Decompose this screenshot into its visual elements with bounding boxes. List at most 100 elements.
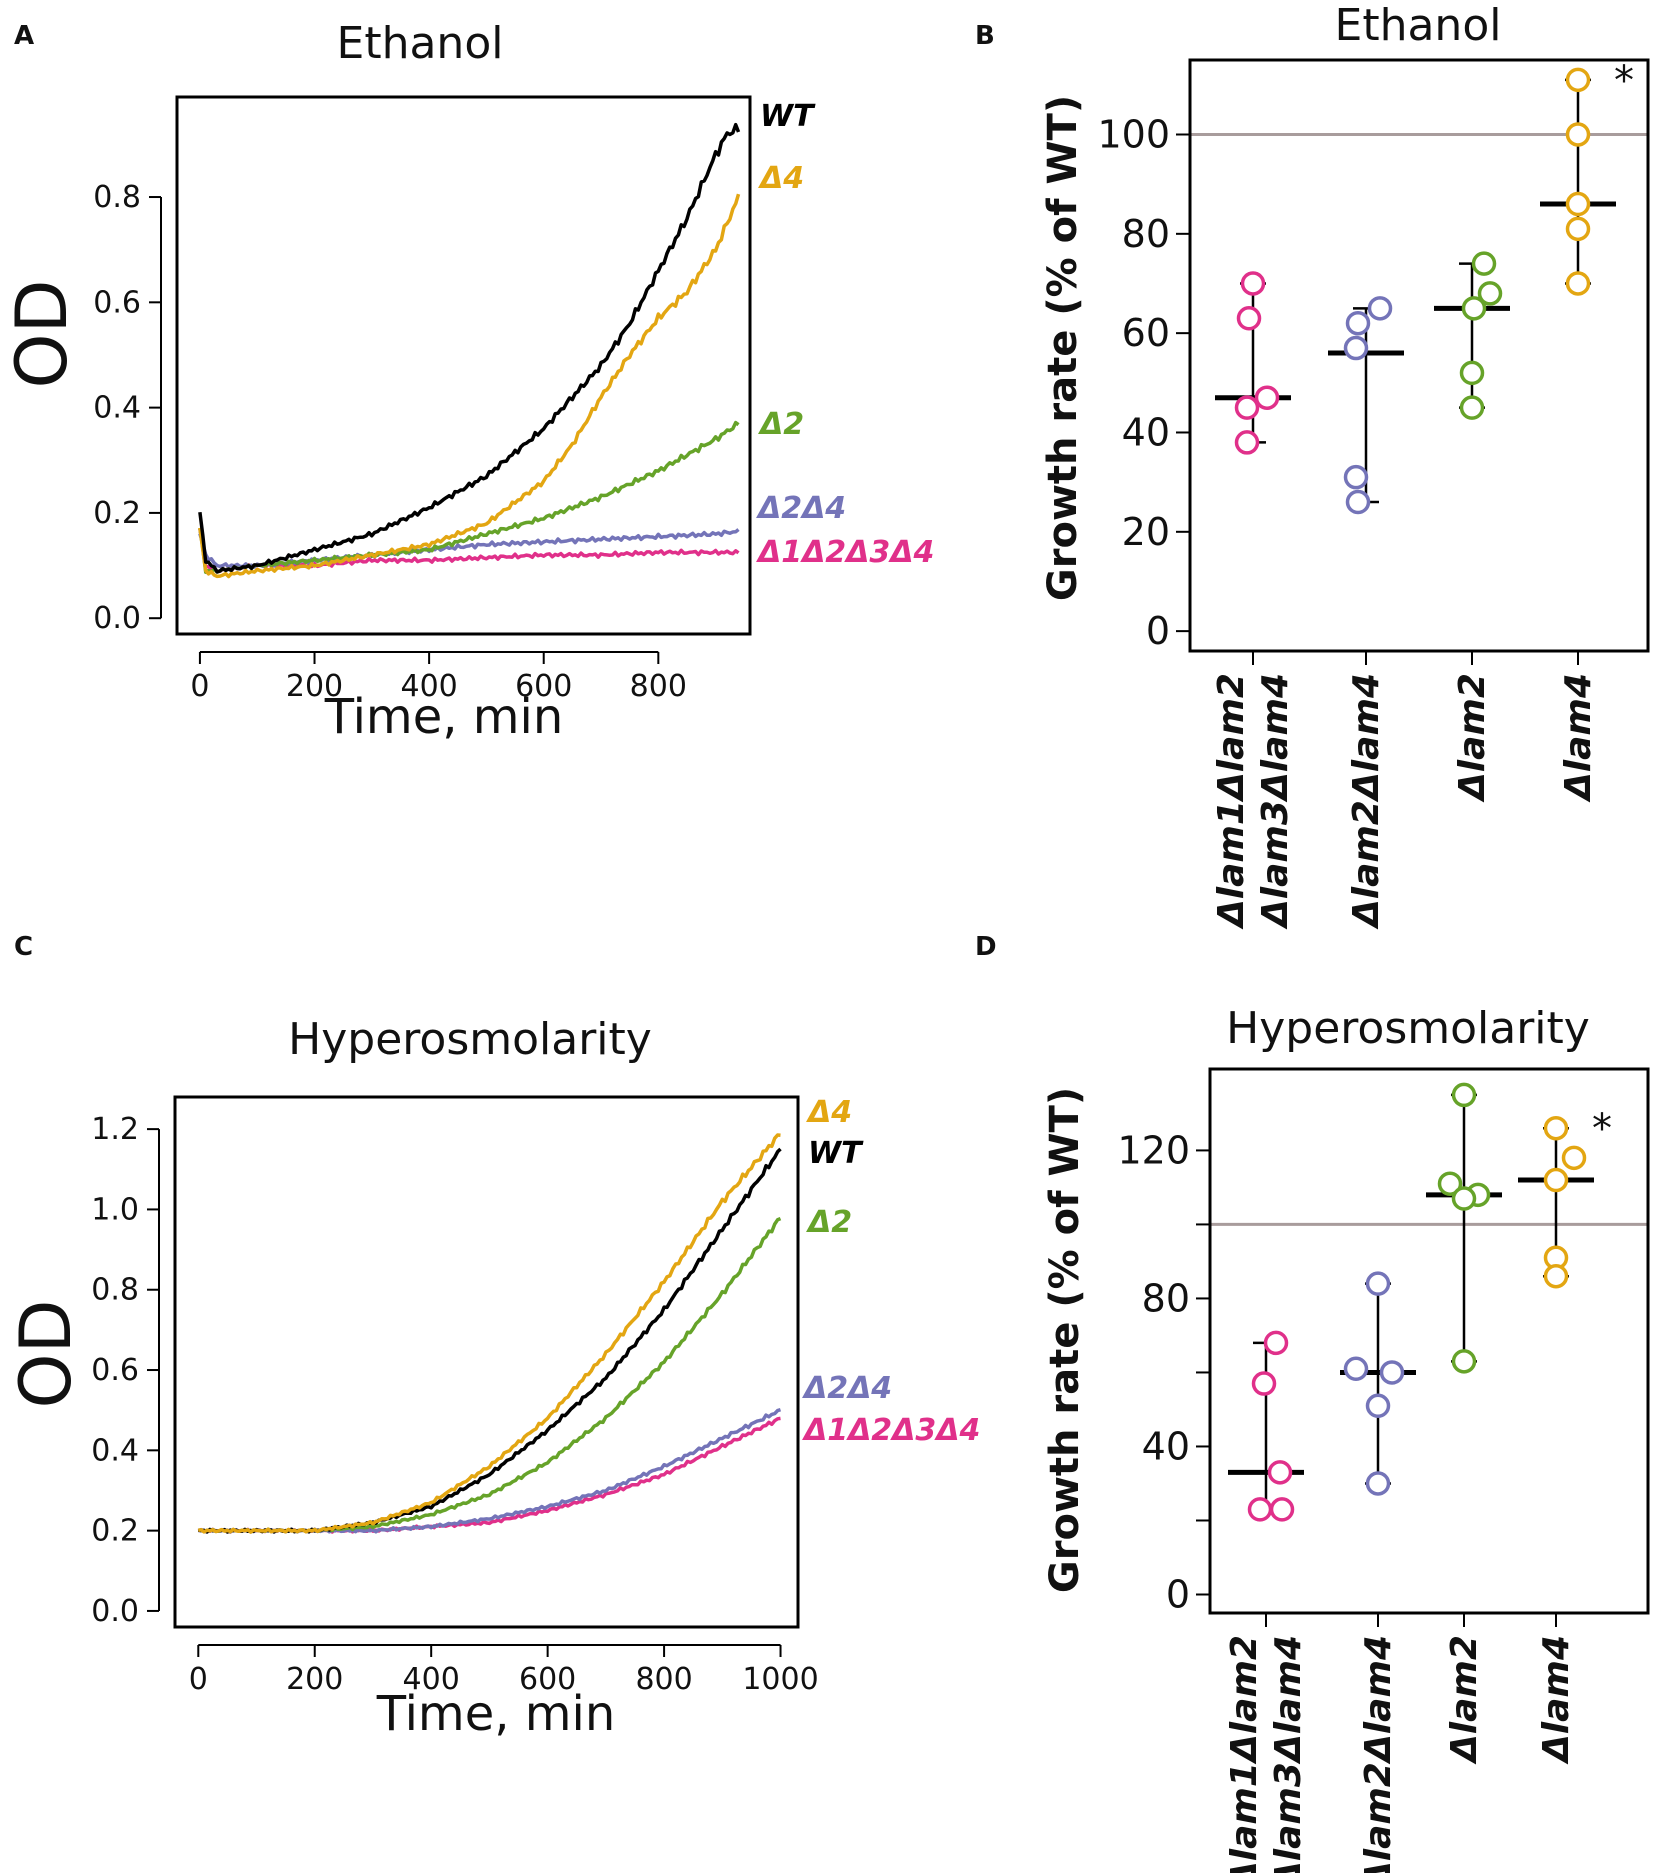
y-tick-label: 0.4 [91,1433,139,1468]
series-line-D4 [198,193,741,579]
panel-c-y-axis-label: OD [5,1300,87,1409]
strain-label-D2D4: Δ2Δ4 [802,1371,892,1406]
y-tick-label: 40 [1142,1424,1190,1468]
y-tick-label: 0.6 [91,1353,139,1388]
significance-star: * [1614,58,1634,104]
y-tick-label: 80 [1142,1276,1190,1320]
data-point [1437,1171,1463,1196]
panel-c-y-axis: 0.0 0.2 0.4 0.6 0.8 1.0 1.2 [91,1112,160,1629]
category-label-line: Δlam2 [1452,673,1493,803]
data-point [1543,1263,1569,1289]
x-tick-label: 1000 [742,1662,818,1697]
x-tick-label: 400 [403,1662,460,1697]
data-point [1251,1371,1277,1396]
category-label-line: Δlam3Δlam4 [1268,1635,1309,1873]
data-point [1565,271,1591,296]
significance-star: * [1592,1106,1612,1152]
data-point [1365,1471,1391,1496]
data-point [1236,306,1262,331]
category-label: Δlam2Δlam4 [1358,1635,1399,1873]
data-point [1379,1360,1405,1385]
data-point [1247,1497,1273,1522]
panel-d-title: Hyperosmolarity [1226,1003,1590,1054]
y-tick-label: 40 [1122,410,1170,454]
series-line-D4 [198,1133,781,1534]
y-tick-label: 0.2 [93,496,141,531]
panel-label-d: D [975,932,997,962]
y-tick-label: 0.8 [91,1273,139,1308]
data-point [1459,395,1485,420]
panel-d-x-axis: Δlam1Δlam2Δlam3Δlam4 Δlam2Δlam4 Δlam2 Δlam4 [1224,1613,1577,1873]
data-point [1561,1145,1587,1171]
panel-a-x-axis: 0 200 400 600 800 [190,651,687,704]
data-point [1477,281,1503,306]
category-label: Δlam4 [1558,673,1599,803]
category-label-line: Δlam4 [1536,1635,1577,1765]
data-point [1367,296,1393,321]
data-point [1345,489,1371,515]
data-point [1240,271,1266,296]
panel-c-frame [173,1095,800,1629]
panel-d-plot-area: * [1210,1082,1648,1522]
strain-label-WT: WT [760,99,816,134]
panel-a-y-axis: 0.0 0.2 0.4 0.6 0.8 [93,180,162,636]
panel-label-b: B [975,21,995,51]
series-line-D2D4 [198,1408,782,1534]
y-tick-label: 120 [1117,1128,1190,1172]
data-point [1267,1460,1293,1485]
y-tick-label: 0.2 [91,1514,139,1549]
panel-label-c: C [14,932,33,962]
panel-a-frame [175,95,752,636]
y-tick-label: 80 [1122,212,1170,256]
y-tick-label: 0.4 [93,391,141,426]
panel-a-plot-area: WT Δ4 Δ2 Δ2Δ4 Δ1Δ2Δ3Δ4 [198,99,934,579]
strain-label-D2D4: Δ2Δ4 [756,491,846,526]
strain-label-WT: WT [808,1136,864,1171]
x-tick-label: 800 [630,669,687,704]
category-label: Δlam2Δlam4 [1346,673,1387,930]
x-tick-label: 800 [635,1662,692,1697]
data-point [1234,395,1260,420]
category-label-line: Δlam2 [1444,1635,1485,1765]
y-tick-label: 0.8 [93,180,141,215]
strain-label-D2: Δ2 [806,1205,852,1240]
data-point [1451,1349,1477,1374]
data-point [1343,1356,1369,1382]
y-tick-label: 0 [1166,1572,1190,1616]
series-line-D2 [197,1216,782,1534]
category-label-line: Δlam3Δlam4 [1255,673,1296,930]
panel-label-a: A [14,21,34,51]
panel-c-title: Hyperosmolarity [288,1014,652,1065]
series-line-WT [198,1147,782,1534]
y-tick-label: 1.0 [91,1192,139,1227]
data-point [1543,1167,1569,1193]
x-tick-label: 200 [286,669,343,704]
category-label: Δlam1Δlam2Δlam3Δlam4 [1211,673,1296,930]
panel-c-x-axis-label: Time, min [376,1686,616,1742]
category-label-line: Δlam2Δlam4 [1346,673,1387,930]
panel-c-x-axis: 0 200 400 600 800 1000 [189,1644,819,1697]
data-point [1565,191,1591,217]
category-label: Δlam2 [1444,1635,1485,1765]
data-point [1565,67,1591,93]
panel-c-plot-area: Δ4 WT Δ2 Δ2Δ4 Δ1Δ2Δ3Δ4 [197,1095,980,1534]
panel-b-y-axis-label: Growth rate (% of WT) [1040,95,1086,601]
strain-label-D4: Δ4 [806,1095,852,1130]
panel-d-y-axis: 0 40 80 120 [1117,1128,1211,1616]
panel-a-y-axis-label: OD [1,280,83,389]
data-point [1459,360,1485,386]
data-point [1471,251,1497,276]
data-point [1269,1497,1295,1522]
panel-b-plot-area: * [1190,58,1648,515]
x-tick-label: 600 [519,1662,576,1697]
strain-label-D1234: Δ1Δ2Δ3Δ4 [756,535,934,570]
category-label-line: Δlam2Δlam4 [1358,1635,1399,1873]
series-line-WT [198,122,741,574]
data-point [1254,385,1280,410]
category-label: Δlam2 [1452,673,1493,803]
series-line-D2 [198,420,740,574]
panel-b-x-axis: Δlam1Δlam2Δlam3Δlam4 Δlam2Δlam4 Δlam2 Δlam4 [1211,651,1599,930]
data-point [1451,1082,1477,1108]
category-label: Δlam1Δlam2Δlam3Δlam4 [1224,1635,1309,1873]
